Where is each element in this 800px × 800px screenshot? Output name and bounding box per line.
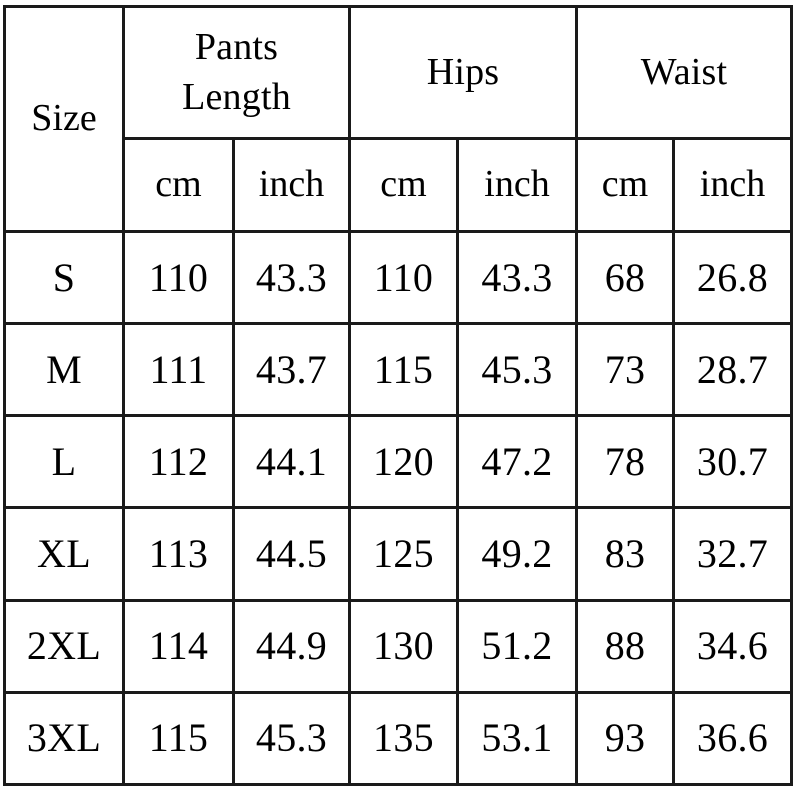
cell-pants-length-inch: 45.3 [232,690,351,787]
cell-pants-length-cm: 111 [122,322,235,418]
header-group-pants-length-line1: Pants [194,26,279,69]
cell-size: L [3,414,125,510]
table-row: S 110 43.3 110 43.3 68 26.8 [3,229,793,326]
cell-waist-cm: 93 [575,690,675,787]
cell-waist-inch: 28.7 [672,322,793,418]
table-row: L 112 44.1 120 47.2 78 30.7 [3,414,793,510]
cell-waist-cm: 83 [575,506,675,602]
size-chart-container: Size Pants Length Hips Waist cm inch cm … [3,5,793,787]
header-group-pants-length-line2: Length [182,75,291,118]
cell-hips-cm: 135 [348,690,459,787]
cell-waist-cm: 78 [575,414,675,510]
table-row: 2XL 114 44.9 130 51.2 88 34.6 [3,598,793,694]
cell-pants-length-inch: 44.1 [232,414,351,510]
cell-waist-cm: 68 [575,229,675,326]
table-row: M 111 43.7 115 45.3 73 28.7 [3,322,793,418]
size-chart-table: Size Pants Length Hips Waist cm inch cm … [3,5,793,787]
cell-waist-inch: 26.8 [672,229,793,326]
header-unit-hips-cm: cm [348,137,459,233]
cell-pants-length-inch: 44.9 [232,598,351,694]
header-unit-hips-inch: inch [456,137,578,233]
cell-waist-cm: 88 [575,598,675,694]
cell-size: XL [3,506,125,602]
cell-pants-length-inch: 43.3 [232,229,351,326]
table-head: Size Pants Length Hips Waist cm inch cm … [3,5,793,233]
cell-hips-inch: 45.3 [456,322,578,418]
cell-pants-length-cm: 112 [122,414,235,510]
cell-size: S [3,229,125,326]
cell-size: 3XL [3,690,125,787]
cell-hips-cm: 120 [348,414,459,510]
cell-pants-length-cm: 110 [122,229,235,326]
cell-size: 2XL [3,598,125,694]
cell-waist-cm: 73 [575,322,675,418]
table-row: 3XL 115 45.3 135 53.1 93 36.6 [3,690,793,787]
header-unit-pants-length-cm: cm [122,137,235,233]
header-group-pants-length: Pants Length [122,5,351,140]
cell-hips-inch: 47.2 [456,414,578,510]
table-row: XL 113 44.5 125 49.2 83 32.7 [3,506,793,602]
header-group-hips: Hips [348,5,578,140]
header-group-waist: Waist [575,5,793,140]
cell-waist-inch: 32.7 [672,506,793,602]
cell-pants-length-cm: 115 [122,690,235,787]
cell-pants-length-inch: 44.5 [232,506,351,602]
cell-hips-inch: 53.1 [456,690,578,787]
cell-hips-inch: 51.2 [456,598,578,694]
header-unit-waist-cm: cm [575,137,675,233]
table-body: S 110 43.3 110 43.3 68 26.8 M 111 43.7 1… [3,229,793,787]
cell-hips-inch: 49.2 [456,506,578,602]
cell-pants-length-inch: 43.7 [232,322,351,418]
header-unit-waist-inch: inch [672,137,793,233]
cell-waist-inch: 30.7 [672,414,793,510]
cell-hips-cm: 130 [348,598,459,694]
cell-waist-inch: 34.6 [672,598,793,694]
header-unit-pants-length-inch: inch [232,137,351,233]
cell-size: M [3,322,125,418]
cell-hips-inch: 43.3 [456,229,578,326]
cell-waist-inch: 36.6 [672,690,793,787]
cell-hips-cm: 125 [348,506,459,602]
header-size: Size [3,5,125,233]
cell-pants-length-cm: 113 [122,506,235,602]
header-row-units: cm inch cm inch cm inch [5,137,793,233]
cell-hips-cm: 110 [348,229,459,326]
header-row-groups: Size Pants Length Hips Waist [3,5,793,233]
cell-pants-length-cm: 114 [122,598,235,694]
cell-hips-cm: 115 [348,322,459,418]
